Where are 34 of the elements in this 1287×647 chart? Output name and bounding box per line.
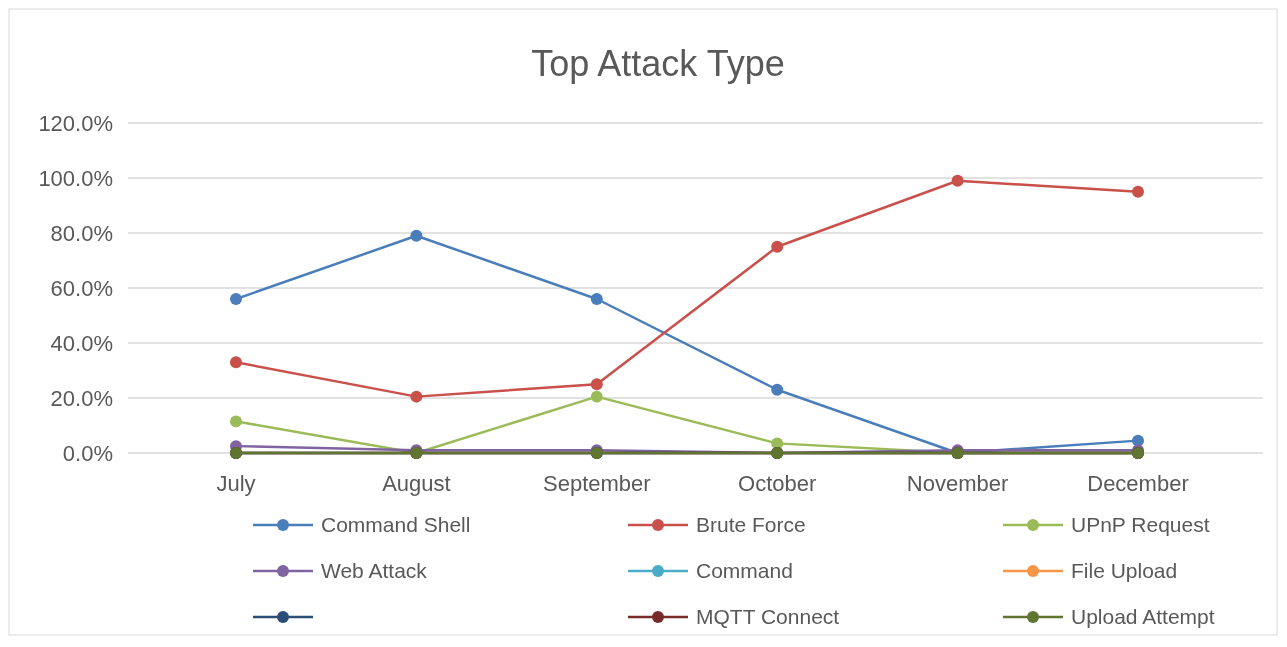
y-tick-label: 20.0% <box>50 385 113 411</box>
point <box>230 415 242 428</box>
x-tick-label: July <box>216 471 256 496</box>
point <box>590 293 603 305</box>
x-tick-label: August <box>382 471 451 496</box>
legend-label: MQTT Connect <box>696 605 840 629</box>
legend-label: Brute Force <box>696 513 806 537</box>
point <box>230 293 242 305</box>
legend-label: Command <box>696 559 793 583</box>
y-tick-label: 80.0% <box>50 220 113 246</box>
x-tick-label: December <box>1087 471 1189 496</box>
legend-label: Command Shell <box>321 513 471 537</box>
x-tick-label: November <box>906 471 1009 496</box>
point <box>951 174 964 187</box>
point <box>230 356 242 369</box>
y-tick-label: 60.0% <box>50 275 113 301</box>
point <box>590 390 603 403</box>
point <box>410 390 423 403</box>
point <box>771 383 784 396</box>
y-tick-label: 100.0% <box>38 165 113 191</box>
point <box>590 378 603 391</box>
legend-label: File Upload <box>1071 559 1178 583</box>
point <box>771 240 784 253</box>
y-tick-label: 0.0% <box>62 440 113 466</box>
legend-label: UPnP Request <box>1071 513 1210 537</box>
x-tick-label: October <box>738 471 817 496</box>
point <box>1132 185 1144 198</box>
legend-label: Upload Attempt <box>1071 605 1215 629</box>
point <box>410 229 423 242</box>
chart-title: Top Attack Type <box>531 43 785 84</box>
y-tick-label: 40.0% <box>50 330 113 356</box>
x-tick-label: September <box>542 471 651 496</box>
legend-label: Web Attack <box>321 559 428 583</box>
y-tick-label: 120.0% <box>38 110 113 136</box>
